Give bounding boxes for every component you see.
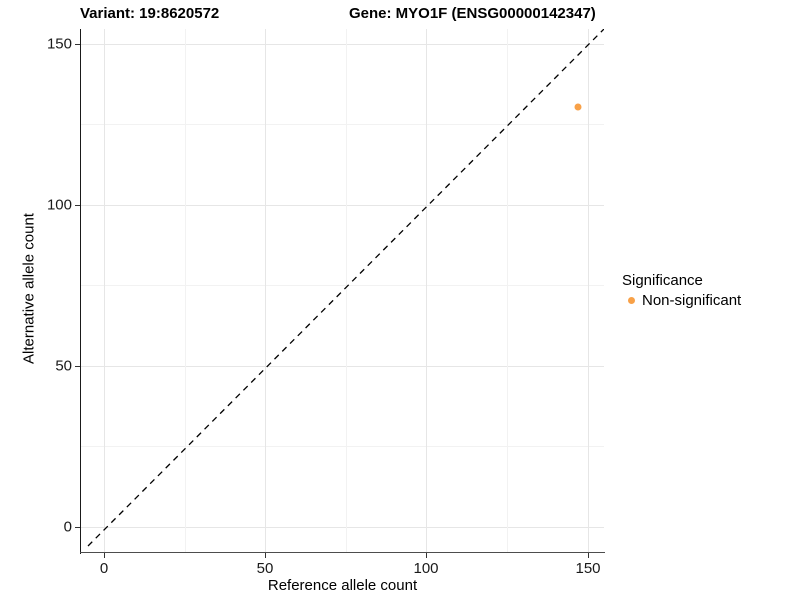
x-axis-label: Reference allele count <box>267 577 418 594</box>
gridline-major-x-100 <box>426 29 427 553</box>
x-axis-line <box>80 552 605 554</box>
gridline-minor-y-75 <box>81 285 604 286</box>
data-point-non-significant[interactable] <box>574 103 582 111</box>
gridline-major-x-50 <box>265 29 266 553</box>
x-tick-label-0: 0 <box>99 560 109 577</box>
x-tick-0 <box>104 553 106 558</box>
y-axis-line <box>80 29 82 554</box>
legend-title: Significance <box>622 272 703 289</box>
variant-title: Variant: 19:8620572 <box>80 5 220 22</box>
y-axis-label: Alternative allele count <box>20 213 38 364</box>
x-tick-150 <box>588 553 590 558</box>
x-tick-label-50: 50 <box>256 560 274 577</box>
y-tick-label-150: 150 <box>46 35 72 53</box>
x-tick-label-150: 150 <box>575 560 601 577</box>
gridline-major-y-150 <box>81 44 604 45</box>
y-tick-label-100: 100 <box>46 196 72 214</box>
gridline-minor-y-25 <box>81 446 604 447</box>
legend-key-icon <box>622 291 640 309</box>
x-tick-label-100: 100 <box>413 560 439 577</box>
y-tick-50 <box>75 366 80 368</box>
legend: Significance Non-significant <box>622 272 741 310</box>
gridline-minor-x-75 <box>346 29 347 553</box>
legend-item-label: Non-significant <box>642 291 742 309</box>
gridline-major-y-50 <box>81 366 604 367</box>
plot-panel <box>81 29 604 553</box>
y-tick-0 <box>75 527 80 529</box>
gridline-major-x-150 <box>588 29 589 553</box>
identity-reference-line <box>87 29 604 547</box>
gene-title: Gene: MYO1F (ENSG00000142347) <box>349 5 596 22</box>
gridline-major-y-100 <box>81 205 604 206</box>
y-tick-label-50: 50 <box>55 357 72 375</box>
gridline-major-x-0 <box>104 29 105 553</box>
y-tick-100 <box>75 205 80 207</box>
gridline-major-y-0 <box>81 527 604 528</box>
legend-item-non-significant[interactable]: Non-significant <box>622 290 741 310</box>
gridline-minor-x-125 <box>507 29 508 553</box>
x-tick-50 <box>265 553 267 558</box>
x-tick-100 <box>426 553 428 558</box>
gridline-minor-x-25 <box>185 29 186 553</box>
gridline-minor-y-125 <box>81 124 604 125</box>
y-tick-label-0: 0 <box>63 518 72 536</box>
legend-dot-icon <box>627 296 635 304</box>
y-tick-150 <box>75 44 80 46</box>
